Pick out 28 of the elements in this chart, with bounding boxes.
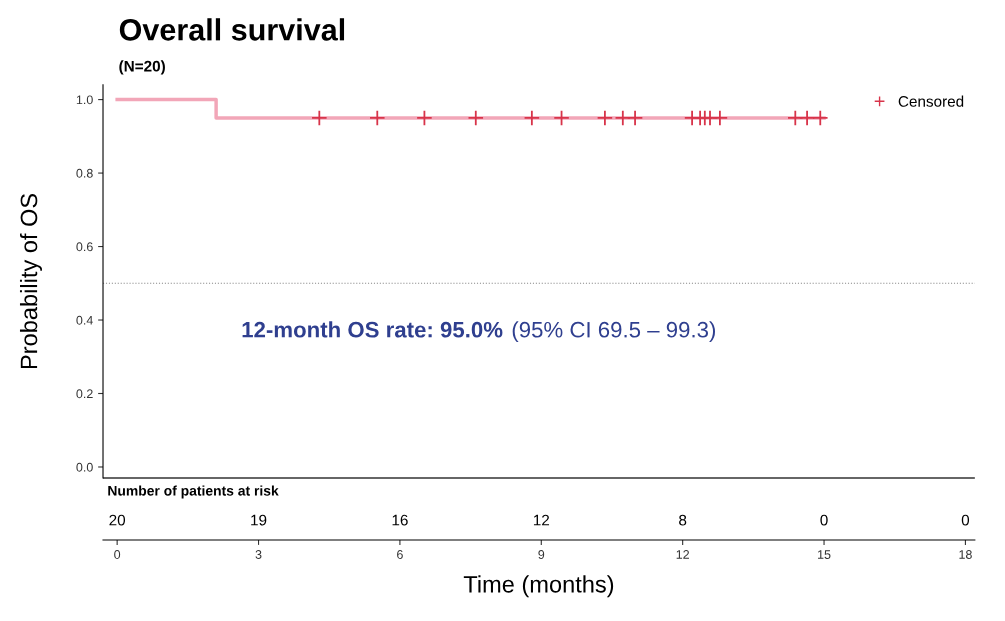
text: 0	[820, 514, 828, 526]
text: 8	[679, 514, 687, 526]
x-tick-label: 3	[255, 550, 262, 559]
x-tick-label: 15	[818, 550, 831, 559]
x-tick-label: 18	[959, 550, 972, 559]
text: Number of patients at risk	[108, 485, 279, 499]
y-tick-label: 0.8	[76, 168, 93, 178]
x-tick-label: 6	[397, 550, 403, 559]
y-tick-label: 0.6	[76, 242, 93, 252]
legend-label: Censored	[898, 95, 964, 107]
y-tick-label: 1.0	[76, 95, 93, 105]
text: 20	[109, 514, 126, 526]
annotation: 12-month OS rate: 95.0%	[242, 321, 503, 338]
annotation: (95% CI 69.5 – 99.3)	[512, 321, 715, 342]
y-tick-label: 0.4	[76, 315, 93, 325]
text: 19	[251, 514, 267, 526]
y-tick-label: 0.0	[76, 462, 93, 472]
x-axis-title: Time (months)	[463, 575, 614, 598]
text: 0	[961, 514, 970, 526]
x-tick-label: 12	[676, 550, 689, 559]
y-axis-title: Probability of OS	[19, 193, 42, 369]
x-tick-label: 0	[114, 550, 121, 559]
chart-subtitle: (N=20)	[119, 60, 165, 75]
text: 12	[533, 514, 550, 526]
chart-title: Overall survival	[119, 18, 345, 41]
x-tick-label: 9	[538, 550, 545, 559]
y-tick-label: 0.2	[76, 389, 93, 399]
text: 16	[392, 514, 408, 526]
